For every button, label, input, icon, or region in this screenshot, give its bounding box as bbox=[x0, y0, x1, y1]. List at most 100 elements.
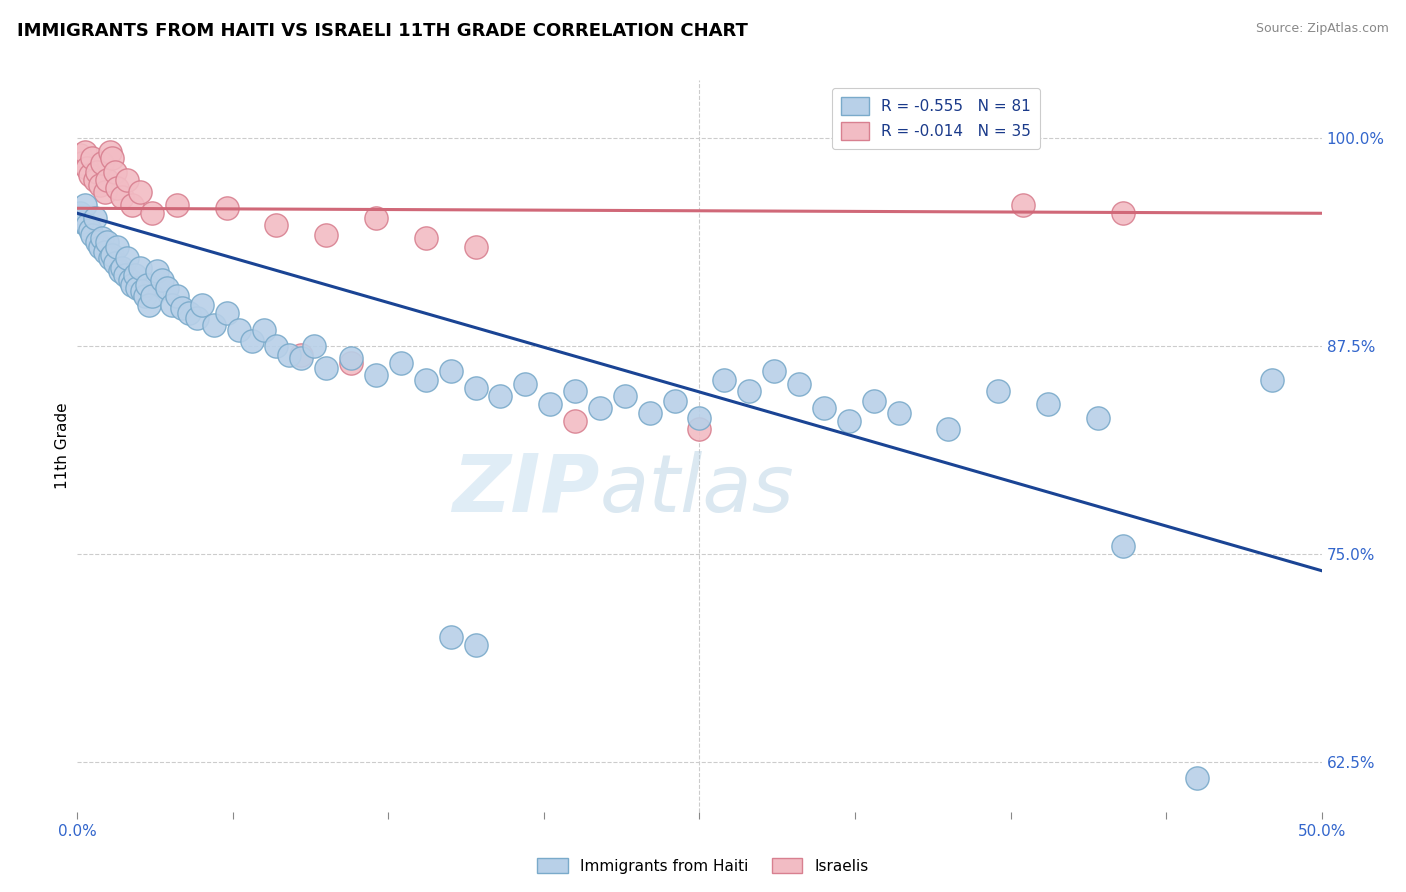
Legend: Immigrants from Haiti, Israelis: Immigrants from Haiti, Israelis bbox=[531, 852, 875, 880]
Point bbox=[1036, 397, 1059, 411]
Point bbox=[1012, 198, 1035, 212]
Point bbox=[1261, 372, 1284, 386]
Point bbox=[415, 231, 437, 245]
Point bbox=[166, 198, 188, 212]
Point bbox=[240, 334, 263, 349]
Point bbox=[115, 251, 138, 265]
Point bbox=[128, 261, 150, 276]
Point bbox=[82, 152, 104, 166]
Point bbox=[440, 630, 463, 644]
Point bbox=[253, 323, 276, 337]
Point bbox=[290, 347, 312, 362]
Point bbox=[170, 301, 193, 315]
Point bbox=[787, 377, 810, 392]
Point bbox=[364, 211, 387, 226]
Point bbox=[111, 189, 134, 203]
Point bbox=[215, 306, 238, 320]
Point bbox=[83, 173, 105, 187]
Point bbox=[89, 239, 111, 253]
Point bbox=[1187, 772, 1209, 786]
Point bbox=[141, 289, 163, 303]
Text: Source: ZipAtlas.com: Source: ZipAtlas.com bbox=[1256, 22, 1389, 36]
Point bbox=[228, 323, 250, 337]
Point bbox=[121, 277, 143, 292]
Point bbox=[98, 251, 121, 265]
Point bbox=[72, 214, 94, 228]
Point bbox=[340, 351, 363, 365]
Point bbox=[115, 173, 138, 187]
Point bbox=[389, 356, 412, 370]
Point bbox=[215, 201, 238, 215]
Point bbox=[987, 384, 1010, 398]
Point bbox=[589, 401, 612, 415]
Point bbox=[111, 261, 134, 276]
Point bbox=[664, 394, 686, 409]
Point bbox=[96, 235, 118, 249]
Point bbox=[121, 198, 143, 212]
Point bbox=[166, 289, 188, 303]
Point bbox=[464, 639, 486, 653]
Point bbox=[813, 401, 835, 415]
Point bbox=[101, 152, 124, 166]
Point bbox=[76, 218, 98, 232]
Point bbox=[364, 368, 387, 382]
Point bbox=[564, 384, 586, 398]
Point bbox=[738, 384, 761, 398]
Point bbox=[887, 406, 910, 420]
Point bbox=[69, 206, 91, 220]
Point bbox=[160, 298, 183, 312]
Point bbox=[179, 306, 201, 320]
Point bbox=[302, 339, 325, 353]
Point bbox=[538, 397, 561, 411]
Point bbox=[689, 422, 711, 436]
Point bbox=[315, 227, 337, 242]
Point bbox=[86, 164, 108, 178]
Point bbox=[96, 173, 118, 187]
Point bbox=[136, 277, 159, 292]
Point bbox=[76, 161, 98, 176]
Point bbox=[91, 231, 114, 245]
Point bbox=[838, 414, 860, 428]
Point bbox=[73, 145, 96, 159]
Point bbox=[315, 360, 337, 375]
Point bbox=[69, 148, 91, 162]
Point bbox=[290, 351, 312, 365]
Point bbox=[638, 406, 661, 420]
Point bbox=[150, 273, 173, 287]
Point bbox=[91, 156, 114, 170]
Point bbox=[108, 264, 131, 278]
Point bbox=[763, 364, 786, 378]
Point bbox=[86, 235, 108, 249]
Point bbox=[79, 168, 101, 182]
Point bbox=[266, 339, 288, 353]
Point bbox=[464, 239, 486, 253]
Point bbox=[862, 394, 884, 409]
Point bbox=[564, 414, 586, 428]
Point bbox=[138, 298, 160, 312]
Text: ZIP: ZIP bbox=[453, 450, 600, 529]
Point bbox=[73, 198, 96, 212]
Point bbox=[124, 268, 146, 282]
Point bbox=[613, 389, 636, 403]
Point bbox=[266, 218, 288, 232]
Point bbox=[79, 223, 101, 237]
Point bbox=[489, 389, 512, 403]
Point bbox=[515, 377, 537, 392]
Point bbox=[202, 318, 225, 332]
Point bbox=[93, 185, 115, 199]
Point bbox=[277, 347, 299, 362]
Point bbox=[125, 281, 148, 295]
Point bbox=[1111, 206, 1133, 220]
Point bbox=[98, 145, 121, 159]
Point bbox=[440, 364, 463, 378]
Legend: R = -0.555   N = 81, R = -0.014   N = 35: R = -0.555 N = 81, R = -0.014 N = 35 bbox=[832, 88, 1040, 149]
Point bbox=[93, 244, 115, 259]
Point bbox=[134, 289, 156, 303]
Point bbox=[689, 410, 711, 425]
Point bbox=[464, 381, 486, 395]
Point bbox=[1087, 410, 1109, 425]
Point bbox=[340, 356, 363, 370]
Point bbox=[105, 239, 128, 253]
Point bbox=[104, 256, 127, 270]
Point bbox=[128, 185, 150, 199]
